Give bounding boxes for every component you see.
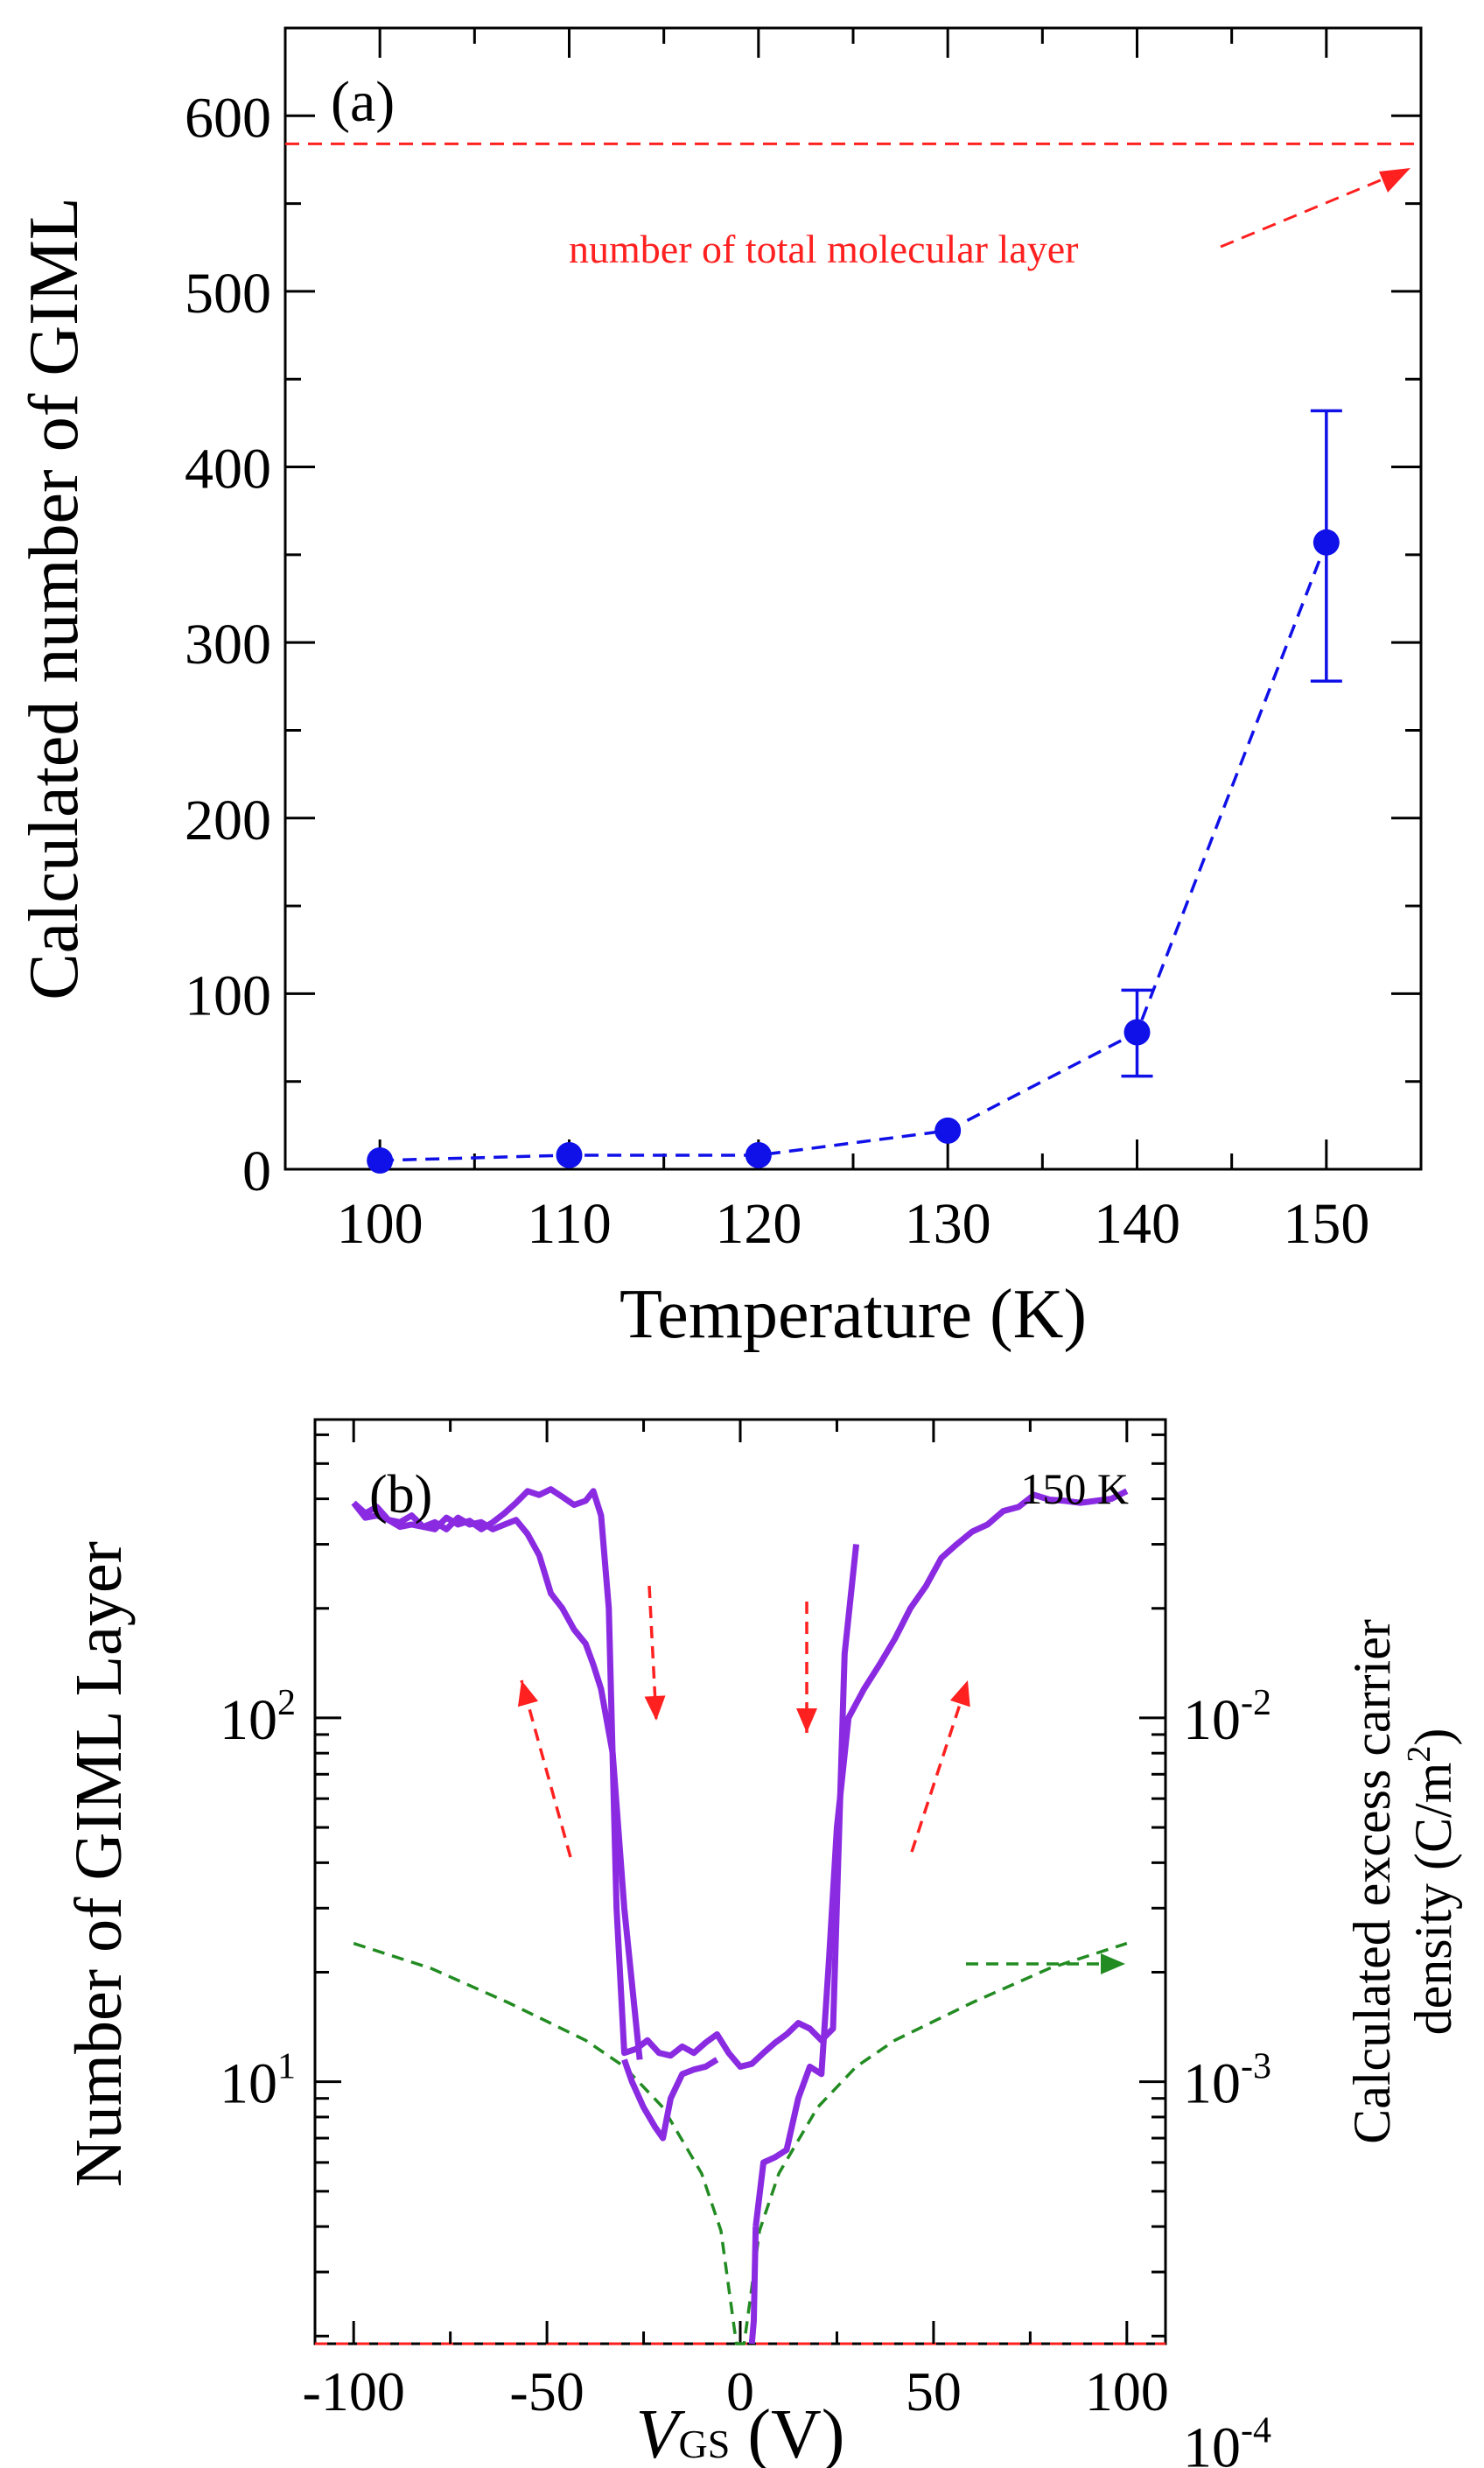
arrow-up-left xyxy=(520,1679,572,1858)
arrow-right-axis-head xyxy=(1101,1953,1125,1974)
y-tick-label: 600 xyxy=(185,86,271,150)
panel-b-x-ticks: -100 -50 0 50 100 xyxy=(303,1420,1169,2422)
panel-b-frame xyxy=(313,1418,1167,2345)
left-tick-exp: 2 xyxy=(277,1683,296,1723)
x-tick-label: 50 xyxy=(906,2360,962,2422)
y-tick-label: 200 xyxy=(185,789,271,852)
x-tick-label: 120 xyxy=(715,1192,802,1256)
left-tick-exp: 1 xyxy=(277,2047,296,2087)
gimml-sweep-pos xyxy=(752,1488,1129,2227)
y-tick-label: 100 xyxy=(185,964,271,1027)
gimml-return-neg xyxy=(621,2057,719,2142)
y-tick-label: 500 xyxy=(185,262,271,326)
x-label-unit: (V) xyxy=(730,2396,844,2468)
arrow-up-right xyxy=(910,1679,970,1853)
panel-b-x-axis-label: VGS (V) xyxy=(636,2396,845,2468)
panel-a-reference xyxy=(285,142,1421,249)
panel-b-left-axis-label: Number of GIML Layer xyxy=(62,1541,136,2187)
panel-b-label: (b) xyxy=(369,1465,432,1525)
right-label-line1: Calculated excess carrier xyxy=(1343,1619,1401,2144)
right-tick-exp: -4 xyxy=(1241,2410,1271,2450)
data-point xyxy=(367,1146,394,1174)
y-tick-label: 0 xyxy=(242,1139,271,1203)
x-label-sub: GS xyxy=(679,2422,731,2466)
x-tick-label: 0 xyxy=(726,2360,754,2422)
annotation-arrow-head xyxy=(1379,168,1410,193)
carrier-density-line xyxy=(353,1941,1128,2345)
right-label-line2-main: density (C/m xyxy=(1404,1763,1462,2036)
gimml-return-upper xyxy=(351,1501,643,2060)
y-tick-label: 400 xyxy=(185,438,271,501)
panel-a-x-ticks: 100 110 120 130 140 150 xyxy=(284,28,1423,1256)
panel-b-right-ticks: 10-410-310-2 xyxy=(1139,1433,1271,2468)
gimml-sweep-pos-low xyxy=(748,2226,760,2345)
x-tick-label: 150 xyxy=(1283,1192,1369,1256)
panel-a-y-ticks: 0 100 200 300 400 500 600 xyxy=(185,26,1421,1203)
right-label-line2: density (C/m2) xyxy=(1401,1728,1462,2036)
arrow-down-left-head xyxy=(644,1695,666,1721)
panel-a-frame xyxy=(284,26,1423,1171)
x-tick-label: 110 xyxy=(527,1192,612,1256)
right-tick-label: 10-4 xyxy=(1183,2410,1271,2468)
panel-a: 0 100 200 300 400 500 600 100 110 120 130 140 150 (… xyxy=(16,26,1423,1353)
panel-a-x-axis-label: Temperature (K) xyxy=(620,1276,1087,1353)
left-tick-base: 10 xyxy=(220,2052,277,2116)
right-label-sup: 2 xyxy=(1401,1746,1438,1763)
left-tick-base: 10 xyxy=(220,1688,277,1752)
data-point xyxy=(1124,1019,1151,1046)
right-tick-base: 10 xyxy=(1183,2415,1241,2468)
panel-b-series xyxy=(351,1486,1129,2345)
x-tick-label: 140 xyxy=(1094,1192,1180,1256)
arrow-up-left-head xyxy=(517,1680,539,1707)
data-point xyxy=(934,1117,962,1144)
panel-a-series xyxy=(367,409,1342,1174)
panel-b-right-axis-label: Calculated excess carrier density (C/m2) xyxy=(1343,1619,1462,2144)
gimml-sweep-neg xyxy=(351,1486,860,2070)
right-tick-base: 10 xyxy=(1183,1688,1241,1752)
panel-a-label: (a) xyxy=(331,70,395,134)
left-tick-label: 102 xyxy=(220,1683,296,1752)
right-tick-label: 10-3 xyxy=(1183,2047,1271,2116)
panel-a-y-axis-label: Calculated number of GIML xyxy=(16,197,93,1000)
right-tick-base: 10 xyxy=(1183,2052,1241,2116)
x-tick-label: -100 xyxy=(303,2360,405,2422)
left-tick-label: 101 xyxy=(220,2047,296,2116)
annotation-arrow xyxy=(1220,173,1394,249)
data-point xyxy=(1312,529,1340,556)
right-tick-exp: -3 xyxy=(1241,2047,1271,2087)
series-line xyxy=(380,542,1328,1162)
panel-b-temperature-label: 150 K xyxy=(1020,1464,1129,1513)
x-label-main: V xyxy=(636,2396,686,2468)
x-tick-label: 100 xyxy=(1085,2360,1169,2422)
right-tick-exp: -2 xyxy=(1241,1683,1271,1723)
arrow-up-right-head xyxy=(949,1680,970,1707)
y-tick-label: 300 xyxy=(185,613,271,677)
x-tick-label: 130 xyxy=(905,1192,991,1256)
x-tick-label: 100 xyxy=(337,1192,424,1256)
data-point xyxy=(745,1141,772,1168)
right-label-close: ) xyxy=(1404,1728,1462,1746)
x-tick-label: -50 xyxy=(509,2360,584,2422)
panel-a-annotation: number of total molecular layer xyxy=(569,227,1078,271)
data-point xyxy=(556,1141,583,1168)
arrow-down-right-head xyxy=(796,1708,817,1733)
panel-b-arrows xyxy=(517,1585,1125,1974)
right-tick-label: 10-2 xyxy=(1183,1683,1271,1752)
